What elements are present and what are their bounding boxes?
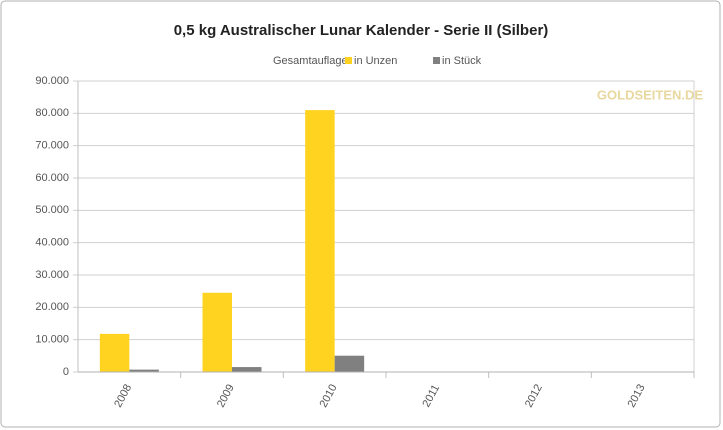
legend-title: Gesamtauflage	[273, 55, 348, 67]
bar	[129, 369, 159, 372]
y-tick-label: 30.000	[35, 269, 69, 281]
legend-swatch	[345, 57, 352, 64]
y-tick-label: 0	[63, 366, 69, 378]
bar	[232, 367, 262, 372]
y-tick-label: 80.000	[35, 107, 69, 119]
legend-label: in Unzen	[354, 55, 397, 67]
y-tick-label: 70.000	[35, 140, 69, 152]
y-tick-label: 10.000	[35, 334, 69, 346]
y-tick-label: 50.000	[35, 204, 69, 216]
chart-title: 0,5 kg Australischer Lunar Kalender - Se…	[174, 22, 549, 39]
y-tick-label: 60.000	[35, 172, 69, 184]
y-tick-label: 40.000	[35, 237, 69, 249]
bar	[202, 292, 232, 372]
y-tick-label: 90.000	[35, 75, 69, 87]
y-tick-label: 20.000	[35, 301, 69, 313]
bar	[334, 355, 365, 372]
bar	[99, 333, 130, 372]
watermark: GOLDSEITEN.DE	[597, 87, 704, 102]
legend-swatch	[433, 57, 440, 64]
legend-label: in Stück	[442, 55, 482, 67]
bar	[305, 110, 335, 372]
